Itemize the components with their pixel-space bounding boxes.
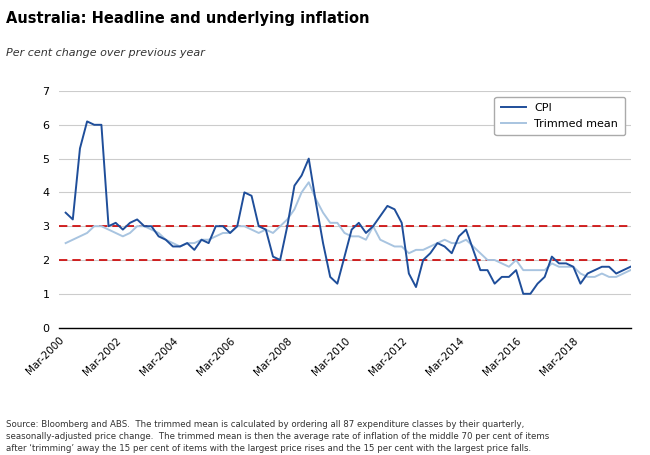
Line: CPI: CPI: [66, 121, 630, 294]
CPI: [83, 119, 91, 124]
Trimmed mean: [627, 268, 634, 273]
CPI: [405, 271, 413, 276]
CPI: [455, 233, 463, 239]
Trimmed mean: [569, 264, 577, 269]
CPI: [62, 210, 70, 215]
CPI: [519, 291, 527, 297]
Text: Per cent change over previous year: Per cent change over previous year: [6, 48, 205, 58]
Trimmed mean: [584, 274, 592, 280]
Trimmed mean: [412, 247, 420, 253]
Trimmed mean: [62, 240, 70, 246]
Trimmed mean: [434, 240, 441, 246]
CPI: [627, 264, 634, 269]
Text: Australia: Headline and underlying inflation: Australia: Headline and underlying infla…: [6, 11, 370, 26]
CPI: [412, 284, 420, 290]
Legend: CPI, Trimmed mean: CPI, Trimmed mean: [495, 96, 625, 136]
Text: Source: Bloomberg and ABS.  The trimmed mean is calculated by ordering all 87 ex: Source: Bloomberg and ABS. The trimmed m…: [6, 420, 550, 453]
CPI: [319, 240, 327, 246]
Trimmed mean: [405, 251, 413, 256]
Trimmed mean: [319, 210, 327, 215]
CPI: [577, 281, 584, 286]
CPI: [434, 240, 441, 246]
Trimmed mean: [305, 180, 313, 185]
Trimmed mean: [455, 240, 463, 246]
Line: Trimmed mean: Trimmed mean: [66, 182, 630, 277]
